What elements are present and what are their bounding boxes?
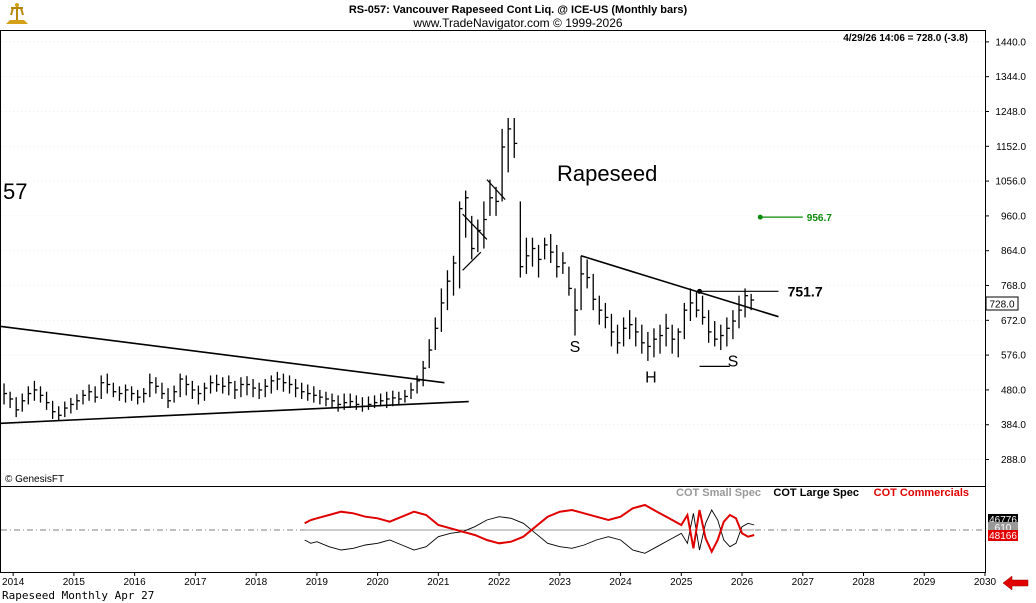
x-tick-label: 2029	[913, 577, 936, 588]
y-tick-label: 768.0	[1001, 281, 1026, 292]
x-tick-label: 2024	[609, 577, 632, 588]
x-tick-label: 2027	[792, 577, 815, 588]
pattern-label: H	[645, 370, 657, 387]
footer-caption: Rapeseed Monthly Apr 27	[2, 589, 154, 602]
pattern-label: S	[728, 353, 739, 370]
y-tick-label: 864.0	[1001, 246, 1026, 257]
x-tick-label: 2017	[184, 577, 207, 588]
y-tick-label: 1440.0	[995, 37, 1026, 48]
upper-trend	[0, 325, 445, 384]
lower-trend	[0, 400, 469, 425]
scroll-right-arrow-icon[interactable]	[1002, 575, 1029, 591]
logo-icon	[6, 3, 28, 24]
y-tick-label: 1248.0	[995, 107, 1026, 118]
neckline-dot	[697, 288, 703, 294]
x-tick-label: 2019	[306, 577, 329, 588]
neckline-label: 751.7	[788, 283, 823, 299]
last-quote: 4/29/26 14:06 = 728.0 (-3.8)	[843, 33, 968, 44]
legend-commercials: COT Commercials	[874, 487, 969, 499]
x-tick-label: 2021	[427, 577, 450, 588]
cot-panel	[1, 503, 985, 554]
target-label: 956.7	[807, 213, 832, 224]
x-tick-label: 2018	[245, 577, 268, 588]
cot-commercials-value: 48166	[989, 531, 1017, 542]
legend-large-spec: COT Large Spec	[773, 487, 859, 499]
trend-lines	[0, 179, 803, 425]
x-tick-label: 2020	[366, 577, 389, 588]
x-tick-label: 2030	[974, 577, 997, 588]
x-tick-label: 2028	[852, 577, 875, 588]
x-tick-label: 2026	[731, 577, 754, 588]
x-tick-label: 2023	[549, 577, 572, 588]
y-tick-label: 576.0	[1001, 351, 1026, 362]
flag-1-bottom	[462, 251, 482, 271]
last-price-box: 728.0	[985, 296, 1019, 311]
x-tick-label: 2022	[488, 577, 511, 588]
x-tick-label: 2015	[63, 577, 86, 588]
y-tick-label: 1056.0	[995, 177, 1026, 188]
target-dot	[757, 214, 763, 220]
cot-small-value: 610	[995, 523, 1012, 534]
y-tick-label: 480.0	[1001, 385, 1026, 396]
cot-value-labels: 46776 610 48166	[988, 514, 1018, 542]
flag-1-top	[462, 213, 488, 240]
y-tick-label: 384.0	[1001, 420, 1026, 431]
copyright: © GenesisFT	[5, 474, 64, 485]
x-tick-label: 2016	[124, 577, 147, 588]
chart-subtitle: www.TradeNavigator.com © 1999-2026	[412, 16, 622, 30]
side-label: 57	[3, 179, 27, 204]
grid	[1, 41, 985, 460]
annotations: S H S 751.7 956.7	[570, 213, 833, 387]
y-tick-label: 1152.0	[996, 142, 1026, 153]
x-axis: 2014 2015 2016 2017 2018 2019 2020 2021 2022 2023…	[2, 572, 997, 588]
cot-large-value: 46776	[989, 515, 1017, 526]
y-tick-label: 960.0	[1001, 211, 1026, 222]
neckline-slope	[580, 255, 779, 318]
svg-text:728.0: 728.0	[989, 300, 1014, 311]
price-chart-title: Rapeseed	[557, 161, 657, 186]
y-axis: 288.0 384.0 480.0 576.0 672.0 768.0 864.0 960.0…	[985, 37, 1026, 466]
y-tick-label: 1344.0	[995, 72, 1026, 83]
legend-small-spec: COT Small Spec	[676, 487, 761, 499]
pattern-label: S	[570, 339, 581, 356]
price-bars	[3, 118, 755, 421]
cot-series-line	[304, 503, 755, 554]
cot-series-line	[304, 509, 755, 554]
x-tick-label: 2025	[670, 577, 693, 588]
chart-title: RS-057: Vancouver Rapeseed Cont Liq. @ I…	[349, 4, 688, 16]
y-tick-label: 672.0	[1001, 316, 1026, 327]
x-tick-label: 2014	[2, 577, 25, 588]
y-tick-label: 288.0	[1001, 455, 1026, 466]
